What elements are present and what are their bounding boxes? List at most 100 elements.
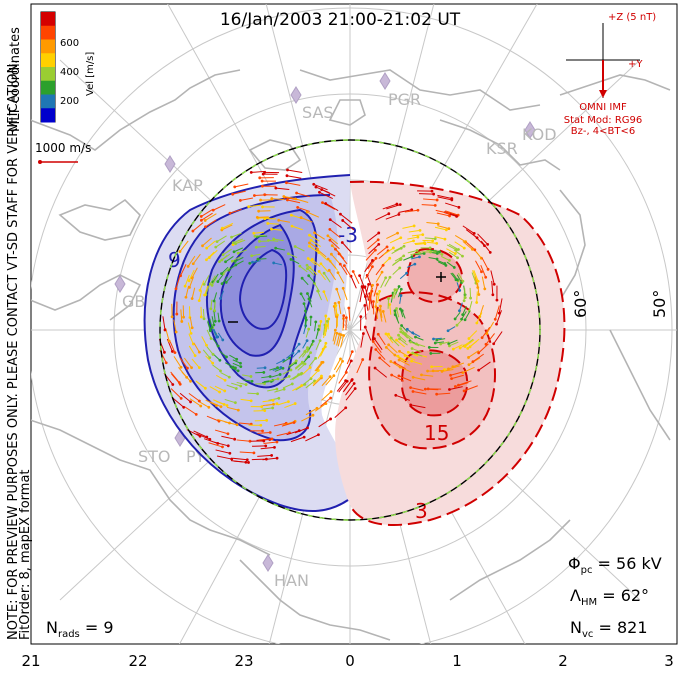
velocity-vector [392, 267, 401, 275]
vector-origin [427, 346, 431, 349]
vector-origin [453, 385, 457, 388]
station-label-pgr: PGR [388, 90, 421, 109]
velocity-vector [221, 266, 229, 274]
vector-origin [311, 413, 315, 417]
vector-origin [410, 255, 414, 259]
velocity-vector [213, 301, 216, 311]
velocity-vector [262, 380, 272, 384]
vector-origin [216, 344, 220, 348]
velocity-vector [337, 272, 345, 284]
vector-origin [209, 337, 213, 340]
vector-origin [378, 356, 382, 360]
velocity-vector [394, 354, 406, 362]
vector-origin [210, 283, 214, 287]
velocity-vector [319, 191, 333, 199]
colorbar-band [41, 25, 55, 40]
velocity-vector [338, 372, 347, 384]
velocity-vector [254, 419, 267, 422]
velocity-vector [327, 235, 339, 245]
velocity-vector [317, 290, 323, 301]
velocity-vector [224, 398, 236, 404]
vector-origin [391, 246, 395, 250]
station-label-kod: KOD [522, 125, 557, 144]
vector-origin [443, 237, 447, 241]
latitude-labels: 60° 50° [571, 290, 669, 318]
vector-origin [405, 327, 409, 331]
velocity-vector [192, 222, 204, 232]
vector-origin [433, 237, 437, 241]
vector-origin [337, 252, 341, 256]
velocity-vector [211, 276, 218, 286]
vector-origin [223, 378, 227, 382]
vector-origin [412, 224, 416, 228]
vector-origin [476, 286, 480, 289]
vector-origin [226, 432, 230, 436]
vector-origin [247, 461, 250, 464]
vector-origin [300, 371, 304, 375]
vector-origin [255, 215, 259, 219]
velocity-vector [188, 345, 196, 356]
velocity-vector [272, 367, 282, 371]
velocity-vector [314, 232, 325, 240]
velocity-vector [403, 256, 413, 261]
vector-origin [317, 251, 321, 254]
vector-origin [338, 262, 342, 266]
velocity-vector [236, 381, 247, 386]
vector-origin [201, 244, 204, 248]
vector-origin [253, 194, 256, 197]
vector-origin [305, 210, 309, 214]
velocity-vector [196, 433, 211, 440]
vector-origin [411, 375, 415, 379]
vector-origin [275, 440, 279, 444]
velocity-vector [291, 225, 303, 231]
vector-origin [390, 373, 394, 377]
velocity-vector [464, 339, 475, 347]
vector-origin [411, 390, 415, 393]
velocity-vector [410, 256, 420, 260]
velocity-vector [333, 358, 341, 371]
velocity-vector [320, 397, 331, 407]
vector-origin [233, 185, 237, 189]
vector-origin [317, 324, 321, 328]
velocity-vector [452, 362, 465, 368]
vector-origin [409, 386, 412, 390]
vector-origin [178, 382, 182, 386]
velocity-vector [437, 194, 452, 199]
vector-origin [395, 338, 398, 342]
vector-origin [388, 275, 392, 279]
velocity-vector [411, 360, 423, 365]
vector-origin [164, 361, 168, 365]
vector-origin [276, 366, 279, 370]
vector-origin [476, 279, 480, 283]
velocity-vector [468, 350, 480, 358]
vector-origin [384, 345, 388, 349]
velocity-vector [430, 249, 440, 253]
velocity-vector [315, 340, 321, 351]
vector-origin [220, 258, 224, 262]
vector-origin [409, 340, 413, 344]
vector-origin [304, 318, 308, 322]
velocity-vector [281, 422, 295, 427]
velocity-vector [343, 265, 352, 278]
velocity-vector [289, 374, 299, 381]
velocity-vector [215, 449, 230, 454]
vector-origin [233, 437, 237, 441]
vector-origin [335, 315, 339, 319]
velocity-vector [395, 394, 410, 401]
velocity-vector [206, 240, 216, 249]
vector-origin [318, 190, 321, 194]
reference-vector: 1000 m/s [35, 141, 91, 164]
velocity-vector [399, 366, 412, 373]
vector-origin [303, 362, 307, 366]
vector-origin [228, 451, 232, 455]
velocity-vector [268, 239, 279, 242]
vector-origin [234, 242, 238, 246]
vector-origin [464, 240, 467, 244]
vector-origin [440, 252, 444, 256]
vector-origin [381, 263, 385, 267]
vector-origin [289, 213, 293, 217]
vector-origin [387, 343, 391, 347]
velocity-vector [170, 388, 182, 399]
vector-origin [265, 457, 268, 461]
vector-origin [252, 231, 256, 235]
